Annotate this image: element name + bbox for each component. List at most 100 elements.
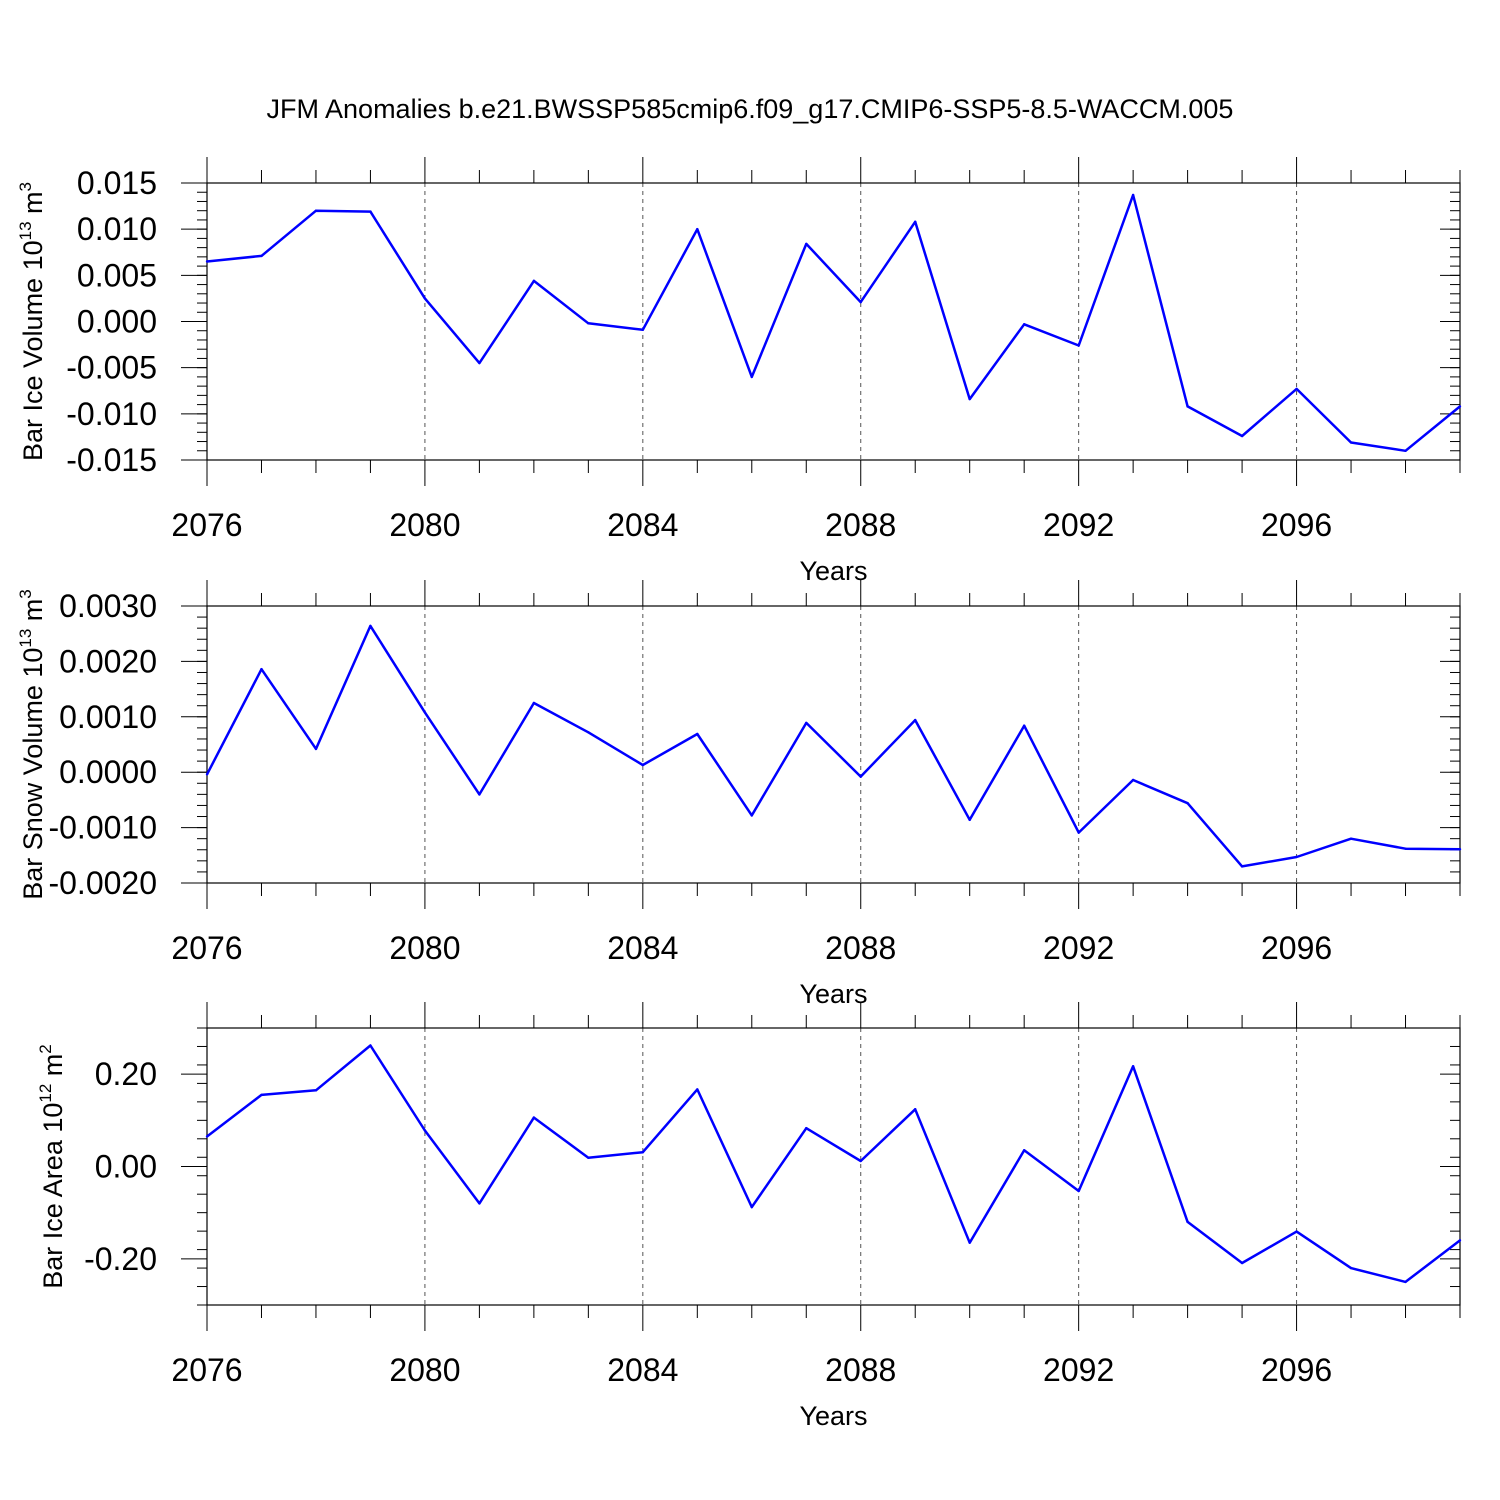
data-point: [260, 1093, 263, 1097]
data-point: [587, 322, 590, 325]
x-tick-label: 2080: [389, 930, 460, 966]
data-point: [696, 732, 699, 736]
y-tick-label: 0.005: [77, 257, 157, 293]
y-tick-label: -0.015: [66, 442, 157, 478]
y-axis-label: Bar Ice Area 1012 m2: [36, 1044, 68, 1289]
y-axis-label-unit: m: [18, 599, 48, 629]
y-axis-label-unit-exponent: 3: [16, 182, 35, 191]
data-point: [914, 220, 917, 223]
data-point: [750, 814, 753, 817]
data-point: [369, 210, 372, 213]
series-line: [206, 193, 1461, 453]
x-tick-label: 2092: [1043, 930, 1114, 966]
data-point: [423, 297, 427, 300]
data-point: [478, 1202, 481, 1205]
y-axis-label-exponent: 13: [16, 221, 35, 240]
data-point: [369, 624, 372, 628]
plot-frame: [206, 182, 1461, 461]
y-tick-label: -0.005: [66, 350, 157, 386]
data-point: [1077, 1189, 1080, 1193]
y-axis-label-base: Bar Ice Volume 10: [18, 240, 48, 461]
data-point: [1077, 344, 1080, 347]
y-axis-label-base: Bar Ice Area 10: [38, 1103, 68, 1289]
data-point: [205, 260, 209, 263]
data-point: [805, 1126, 808, 1130]
y-axis-label-unit-exponent: 2: [36, 1044, 55, 1053]
data-point: [587, 731, 590, 734]
x-tick-label: 2092: [1043, 1352, 1114, 1388]
ice-volume-panel: -0.015 -0.010 -0.005 0.000 0.005 0.010 0.015 20…: [16, 157, 1462, 586]
y-tick-label: 0.015: [77, 165, 157, 201]
x-axis-label: Years: [799, 979, 867, 1009]
y-tick-label: 0.010: [77, 211, 157, 247]
x-tick-label: 2084: [607, 1352, 678, 1388]
y-axis-label-unit: m: [18, 191, 48, 221]
data-point: [1240, 1261, 1244, 1265]
data-point: [859, 1159, 862, 1163]
x-tick-label: 2084: [607, 507, 678, 543]
data-point: [641, 763, 645, 767]
data-point: [314, 747, 318, 751]
x-tick-label: 2092: [1043, 507, 1114, 543]
y-tick-label: 0.0010: [59, 699, 157, 735]
plot-frame: [206, 605, 1461, 884]
data-point: [369, 1044, 372, 1047]
data-point: [587, 1156, 590, 1159]
data-point: [423, 711, 427, 714]
y-tick-label: 0.000: [77, 304, 157, 340]
data-point: [1240, 865, 1244, 868]
data-point: [641, 1150, 645, 1154]
data-point: [805, 721, 808, 725]
data-point: [914, 1108, 917, 1111]
x-tick-label: 2096: [1261, 1352, 1332, 1388]
data-point: [1458, 848, 1462, 851]
y-axis-label: Bar Snow Volume 1013 m3: [16, 589, 48, 900]
x-tick-label: 2076: [171, 930, 242, 966]
y-tick-label: 0.0020: [59, 643, 157, 679]
data-point: [205, 1135, 209, 1138]
data-point: [1186, 802, 1189, 805]
y-axis-label-exponent: 12: [36, 1084, 55, 1103]
y-axis-label: Bar Ice Volume 1013 m3: [16, 182, 48, 461]
data-point: [314, 209, 318, 212]
data-point: [1131, 193, 1135, 197]
x-axis-label: Years: [799, 1401, 867, 1431]
data-point: [1458, 405, 1462, 408]
y-tick-label: 0.0030: [59, 588, 157, 624]
y-tick-label: -0.010: [66, 396, 157, 432]
data-point: [1022, 323, 1026, 326]
y-tick-label: -0.0010: [48, 810, 157, 846]
series-line: [206, 1044, 1461, 1284]
data-point: [314, 1089, 318, 1092]
data-point: [968, 1241, 971, 1244]
data-point: [914, 718, 917, 722]
x-tick-label: 2096: [1261, 507, 1332, 543]
snow-volume-panel: -0.0020 -0.0010 0.0000 0.0010 0.0020 0.0030 20…: [16, 580, 1462, 1009]
data-point: [1022, 1149, 1026, 1152]
data-point: [532, 1116, 536, 1119]
data-point: [1349, 837, 1353, 840]
data-point: [1404, 1280, 1407, 1284]
x-tick-label: 2088: [825, 507, 896, 543]
data-point: [859, 775, 862, 778]
data-point: [532, 279, 536, 283]
data-point: [478, 793, 481, 796]
data-point: [205, 773, 209, 776]
data-point: [532, 701, 536, 705]
data-point: [750, 375, 753, 379]
data-point: [1349, 441, 1353, 444]
data-point: [1404, 449, 1407, 452]
y-axis-label-base: Bar Snow Volume 10: [18, 648, 48, 900]
data-point: [260, 254, 263, 258]
data-point: [1295, 1230, 1298, 1233]
data-point: [260, 667, 263, 671]
x-tick-label: 2076: [171, 1352, 242, 1388]
data-point: [478, 361, 481, 365]
data-point: [1404, 847, 1407, 850]
x-tick-label: 2080: [389, 1352, 460, 1388]
figure-title: JFM Anomalies b.e21.BWSSP585cmip6.f09_g1…: [267, 94, 1234, 124]
y-tick-label: -0.0020: [48, 865, 157, 901]
data-point: [696, 1088, 699, 1091]
y-tick-label: 0.20: [95, 1056, 157, 1092]
